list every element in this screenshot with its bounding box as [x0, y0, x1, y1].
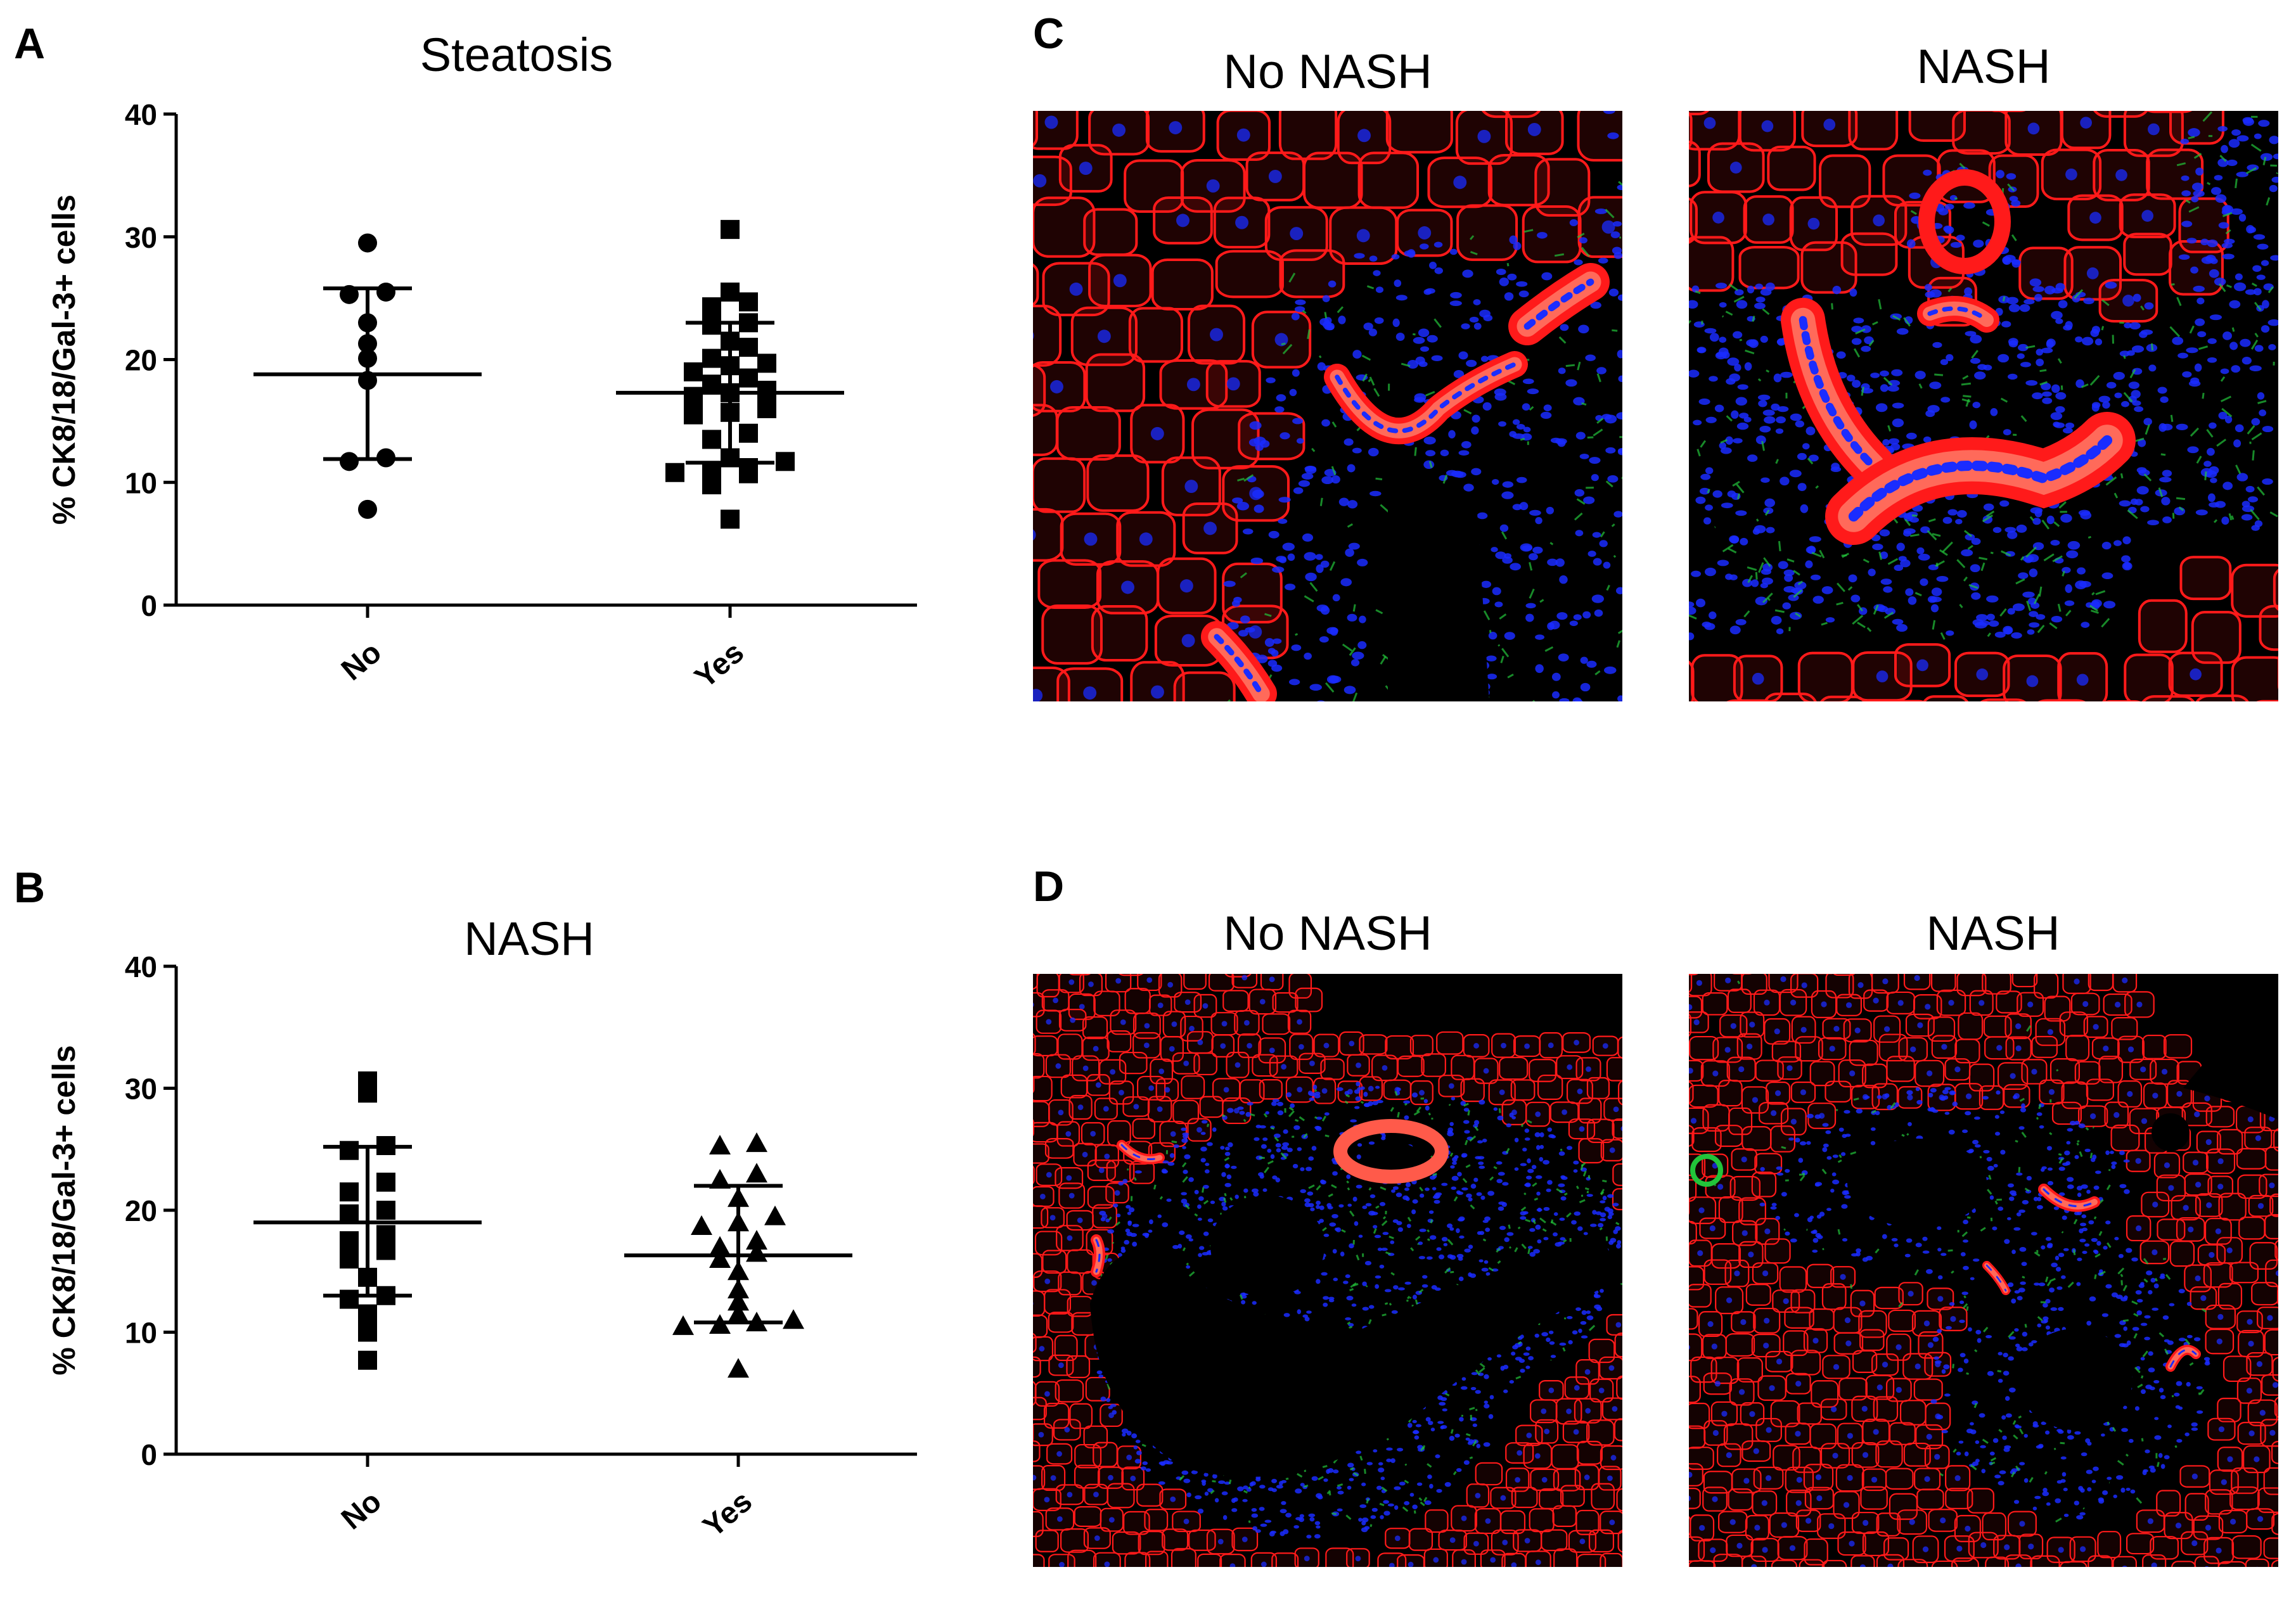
chart-title: Steatosis — [420, 29, 613, 81]
data-point — [721, 282, 740, 302]
micrograph-d-nash-image — [1689, 974, 2278, 1567]
panel-letter-c: C — [1033, 10, 1065, 58]
data-point — [672, 1315, 694, 1335]
data-point — [721, 509, 740, 529]
data-point — [757, 354, 776, 373]
data-point — [358, 1350, 377, 1370]
data-point — [709, 1236, 731, 1256]
y-tick-label: 0 — [141, 1438, 157, 1471]
data-point — [702, 374, 721, 394]
micrograph-d-right-title: NASH — [1926, 907, 2060, 961]
data-point — [739, 423, 758, 443]
micrograph-c-nash-image — [1689, 111, 2278, 701]
data-point — [739, 292, 758, 312]
y-tick-label: 20 — [125, 344, 157, 377]
micrograph-c-nash — [1689, 111, 2278, 701]
micrograph-c-right-title: NASH — [1916, 40, 2051, 94]
y-tick-label: 10 — [125, 466, 157, 499]
data-point — [358, 1322, 377, 1342]
data-point — [702, 475, 721, 495]
data-point — [358, 233, 377, 253]
micrograph-d-no-nash — [1033, 974, 1622, 1567]
x-tick-label: No — [335, 636, 388, 687]
data-point — [340, 1141, 359, 1160]
micrograph-c-left-title: No NASH — [1223, 45, 1432, 99]
y-tick-label: 40 — [125, 98, 157, 131]
data-point — [702, 297, 721, 317]
micrograph-d-no-nash-image — [1033, 974, 1622, 1567]
data-point — [691, 1215, 712, 1236]
data-point — [684, 362, 703, 381]
data-point — [376, 1225, 395, 1244]
chart-steatosis-svg: Steatosis % CK8/18/Gal-3+ cells 0 10 20 30 40 N… — [46, 29, 917, 695]
data-point — [376, 1241, 395, 1260]
data-point — [746, 1132, 767, 1153]
data-point — [783, 1309, 804, 1329]
data-point — [376, 1201, 395, 1220]
data-point — [702, 348, 721, 368]
data-point — [665, 463, 684, 482]
data-point — [746, 1230, 767, 1250]
chart-nash-svg: NASH % CK8/18/Gal-3+ cells 0 10 20 30 40 No Yes — [46, 912, 917, 1544]
data-point — [709, 1248, 731, 1268]
data-point — [739, 338, 758, 357]
panel-letter-a: A — [14, 20, 46, 68]
chart-title: NASH — [464, 912, 594, 965]
data-point — [702, 316, 721, 335]
data-point — [684, 387, 703, 406]
data-point — [721, 220, 740, 240]
data-point — [340, 1289, 359, 1309]
data-point — [739, 368, 758, 388]
micrograph-c-no-nash — [1033, 111, 1622, 701]
data-point — [728, 1358, 749, 1378]
x-tick-label: No — [335, 1485, 388, 1537]
y-tick-label: 10 — [125, 1317, 157, 1350]
data-point — [376, 282, 395, 302]
micrograph-d-nash — [1689, 974, 2278, 1567]
data-point — [376, 1172, 395, 1192]
y-axis-label: % CK8/18/Gal-3+ cells — [46, 1045, 82, 1375]
data-point — [709, 1134, 731, 1154]
y-tick-label: 0 — [141, 589, 157, 622]
data-point — [358, 1304, 377, 1324]
data-point — [702, 430, 721, 449]
y-tick-label: 30 — [125, 221, 157, 254]
data-point — [757, 380, 776, 400]
micrograph-d-left-title: No NASH — [1223, 907, 1432, 961]
data-point — [739, 464, 758, 483]
data-point — [776, 452, 795, 471]
data-point — [340, 1231, 359, 1251]
panel-letter-b: B — [14, 864, 46, 912]
data-point — [764, 1205, 786, 1225]
x-tick-label: Yes — [697, 1485, 759, 1544]
y-tick-label: 20 — [125, 1194, 157, 1227]
chart-steatosis: Steatosis % CK8/18/Gal-3+ cells 0 10 20 30 40 N… — [0, 0, 951, 792]
micrograph-c-no-nash-image — [1033, 111, 1622, 701]
data-point — [757, 399, 776, 418]
data-point — [358, 499, 377, 519]
y-tick-label: 40 — [125, 950, 157, 983]
data-point — [358, 1083, 377, 1103]
data-point — [340, 452, 359, 471]
y-axis-label: % CK8/18/Gal-3+ cells — [46, 195, 82, 525]
data-point — [709, 1168, 731, 1189]
data-point — [340, 1182, 359, 1202]
data-point — [746, 1163, 767, 1183]
data-point — [340, 1204, 359, 1224]
y-tick-label: 30 — [125, 1073, 157, 1106]
data-point — [684, 405, 703, 425]
x-tick-label: Yes — [689, 636, 750, 695]
panel-letter-d: D — [1033, 862, 1065, 911]
data-point — [340, 1250, 359, 1269]
chart-nash: NASH % CK8/18/Gal-3+ cells 0 10 20 30 40 No Yes — [0, 849, 951, 1597]
